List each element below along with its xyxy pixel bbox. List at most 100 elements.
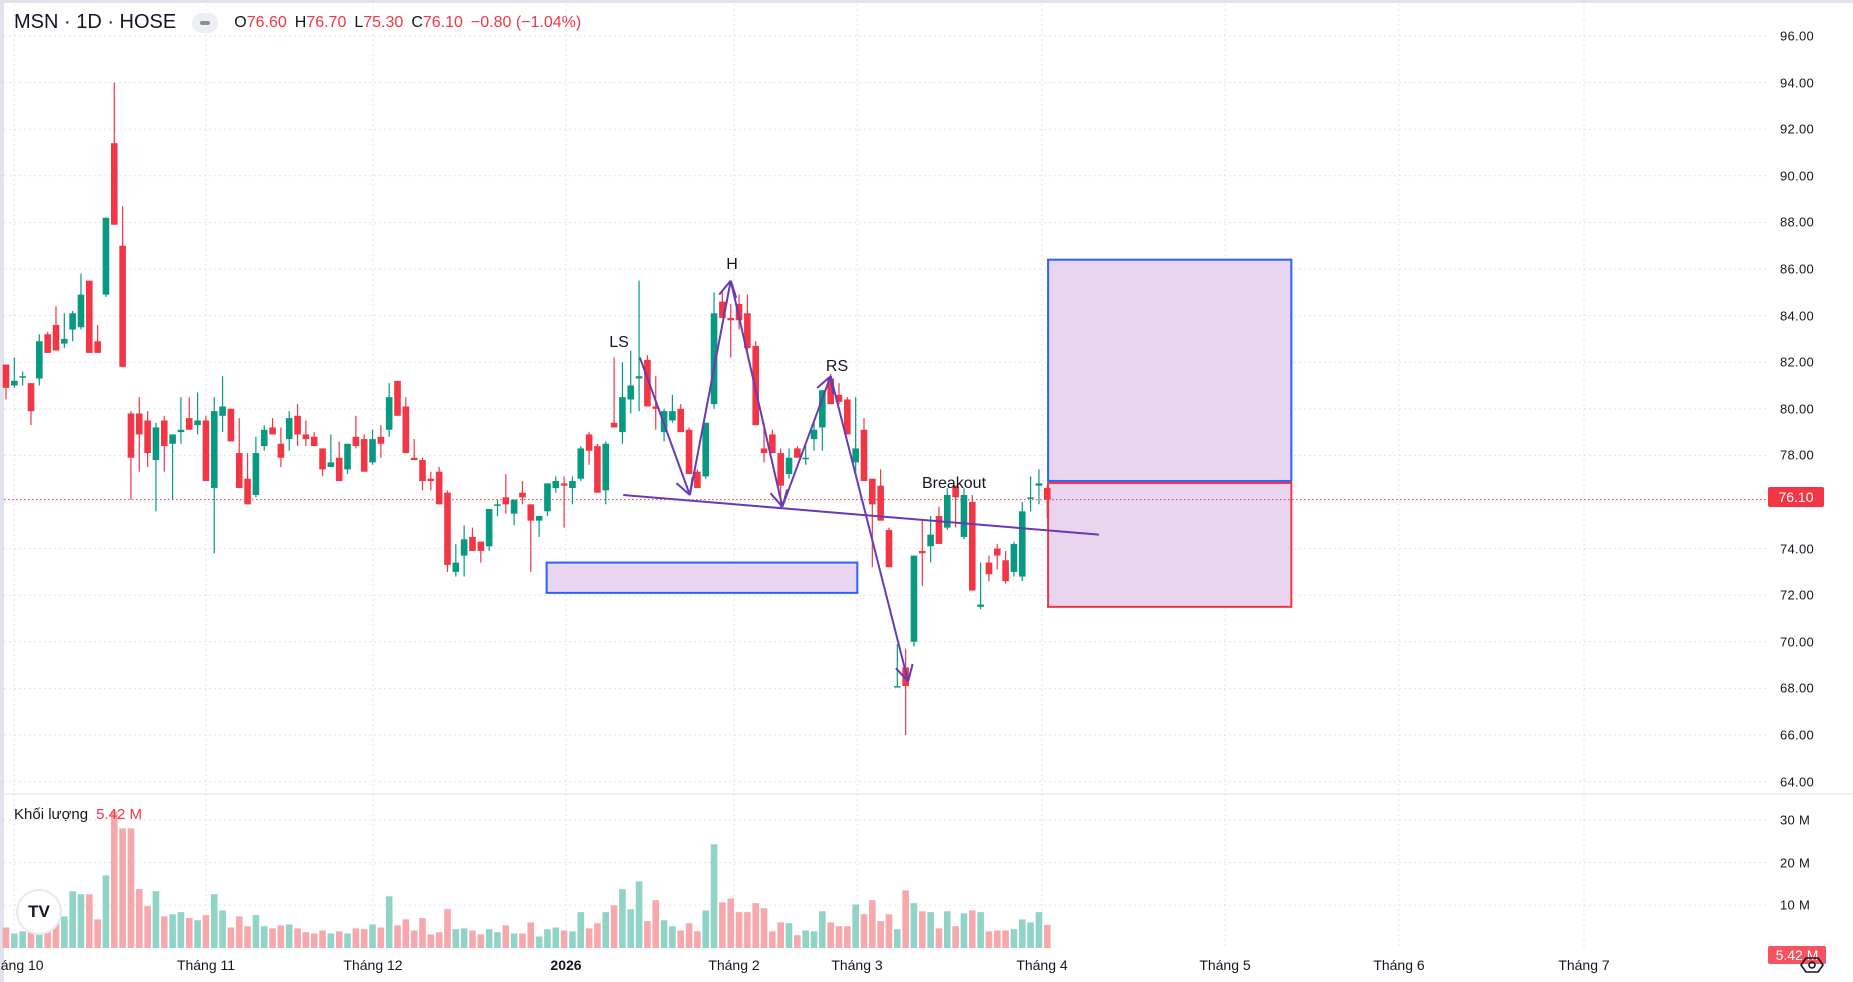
time-axis-label: Tháng 7 [1558,957,1610,973]
ohlc-open: O76.60 [234,13,287,31]
candle-up [702,422,710,477]
volume-bar [419,918,426,948]
candle-down [794,448,801,458]
candle-down [902,667,909,687]
label-left-shoulder[interactable]: LS [609,334,629,351]
price-axis-label: 64.00 [1780,774,1815,790]
candle-down [769,434,776,454]
collapse-legend-toggle[interactable] [192,12,219,33]
top-border [0,0,1853,3]
symbol-title[interactable]: MSN · 1D · HOSE [14,11,177,33]
volume-bar [2,927,10,948]
volume-bar [369,924,376,948]
volume-bar [319,930,326,948]
volume-bar [769,931,776,948]
volume-bar [694,931,701,948]
volume-bar [777,922,784,948]
volume-bar [36,930,43,948]
time-axis-label: Tháng 2 [708,957,760,973]
volume-bar [685,923,693,948]
volume-bar [785,923,793,948]
candle-down [735,303,743,321]
volume-bar [102,875,110,948]
candle-down [752,345,759,426]
volume-bar [894,929,901,948]
candle-up [344,443,351,470]
volume-bar [635,881,643,948]
candle-up [102,217,110,295]
label-right-shoulder[interactable]: RS [825,358,849,375]
candle-up [852,448,859,463]
gear-icon[interactable] [1800,955,1824,975]
volume-bar [960,913,968,948]
volume-bar [652,900,660,948]
candle-down [110,143,118,225]
volume-bar [719,902,726,948]
logo-text: TV [28,902,50,921]
candle-up [177,429,185,433]
candle-down [652,406,660,409]
candle-down [968,502,976,591]
candle-up [19,376,26,378]
candle-down [277,443,285,458]
candle-up [210,411,218,489]
label-head[interactable]: H [726,256,738,273]
volume-bar [510,933,518,948]
current-volume-tag: 5.42 M [1768,946,1826,964]
candle-down [27,383,35,412]
candle-down [677,408,685,433]
volume-bar [810,931,818,948]
volume-bar [235,916,243,948]
candle-down [744,313,751,349]
volume-legend-value: 5.42 M [96,806,142,823]
volume-bar [502,925,510,948]
volume-bar [702,910,710,948]
volume-bar [277,925,285,948]
volume-bar [27,930,35,948]
volume-bar [660,920,668,948]
volume-bar [852,904,859,948]
volume-bar [760,908,768,948]
volume-bar [585,928,593,948]
candle-down [94,341,101,353]
volume-bar [594,923,601,948]
volume-bar [169,914,176,948]
candle-down [435,471,443,505]
volume-bar [552,927,560,948]
candle-up [927,534,934,547]
volume-bar [152,891,160,948]
arrowhead [816,375,832,389]
volume-bar [127,828,135,948]
label-breakout[interactable]: Breakout [921,475,987,492]
volume-bar [260,926,268,948]
time-axis-label: Tháng 11 [176,957,236,973]
volume-bar [427,934,435,948]
volume-axis-label: 30 M [1780,812,1811,828]
candle-down [294,415,301,435]
volume-bar [910,903,918,948]
volume-bar [577,912,585,948]
volume-bar [819,911,826,948]
candle-down [119,245,126,367]
volume-bar [444,909,451,948]
candle-up [960,495,968,537]
volume-bar [352,928,360,948]
arrowhead [895,667,909,683]
tradingview-logo[interactable]: TV [18,891,60,933]
volume-bar [360,929,368,948]
candle-down [685,429,693,475]
volume-bar [160,916,168,948]
volume-bar [94,919,101,948]
volume-bar [560,930,568,948]
candle-up [602,443,610,491]
candle-down [269,427,276,435]
volume-bar [219,910,226,948]
volume-bar [877,921,884,948]
volume-bar [710,844,718,948]
time-axis-label: Tháng 3 [831,957,883,973]
candle-up [1035,483,1043,486]
candle-up [152,427,160,461]
volume-bar [844,926,851,948]
candle-up [11,380,18,386]
